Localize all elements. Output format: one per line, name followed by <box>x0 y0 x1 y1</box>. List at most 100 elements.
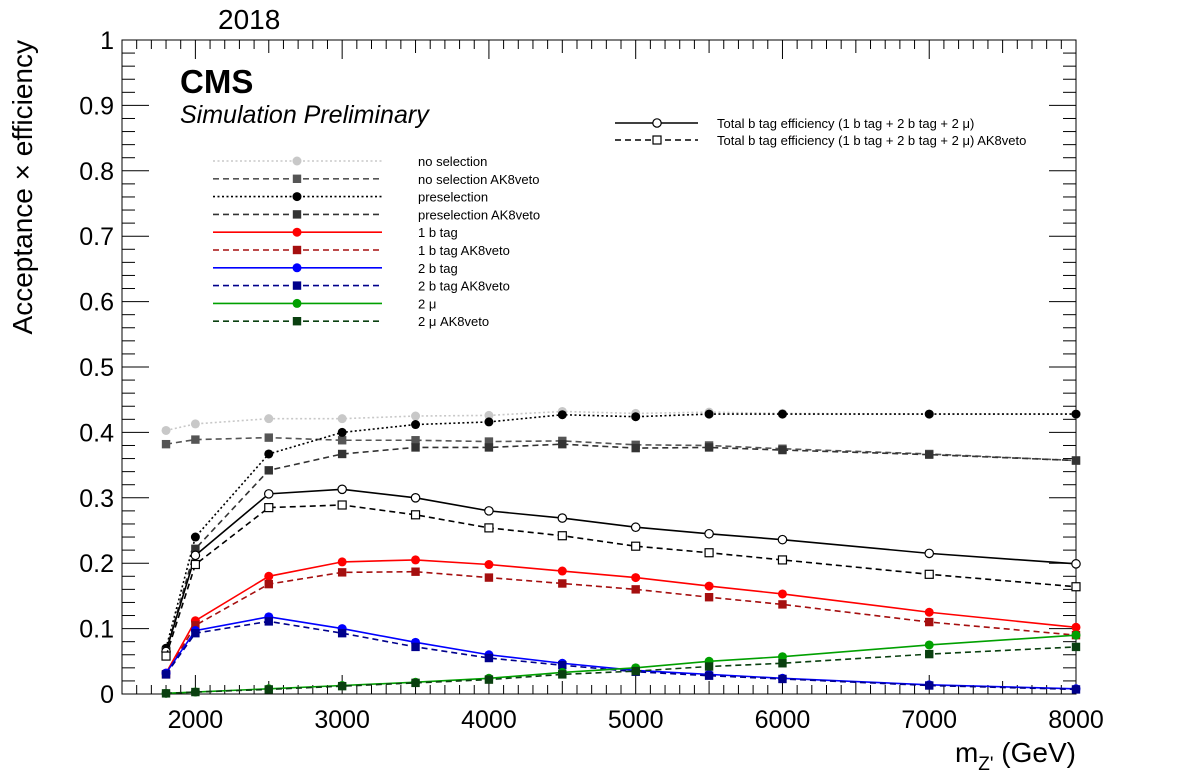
legend-marker <box>292 281 302 290</box>
data-point <box>264 449 274 459</box>
legend-label: no selection AK8veto <box>418 172 539 187</box>
data-point <box>777 652 787 662</box>
y-tick-label: 0.7 <box>79 223 114 251</box>
cms-label: CMS <box>180 63 253 100</box>
series-line <box>165 436 1077 462</box>
series-line <box>165 570 1077 675</box>
data-point <box>484 443 494 452</box>
series-10 <box>161 484 1081 657</box>
series-2 <box>161 409 1081 653</box>
series-line <box>165 410 1076 432</box>
data-point <box>704 662 714 671</box>
data-point <box>704 593 714 602</box>
data-point <box>631 573 641 583</box>
data-point <box>704 528 714 539</box>
data-point <box>631 585 640 594</box>
data-point <box>925 617 934 627</box>
data-point <box>777 534 788 545</box>
legend-marker <box>292 174 302 183</box>
data-point <box>631 541 641 551</box>
x-axis-title: mZ' (GeV) <box>955 737 1076 772</box>
x-tick-label: 8000 <box>1048 706 1104 734</box>
data-point <box>264 617 273 626</box>
data-point <box>1071 559 1081 569</box>
legend-marker <box>292 245 302 255</box>
legend-label: Total b tag efficiency (1 b tag + 2 b ta… <box>717 116 974 131</box>
data-point <box>264 503 274 513</box>
data-point <box>411 555 421 565</box>
data-point <box>704 443 714 452</box>
data-point <box>264 579 273 589</box>
legend-marker <box>292 298 302 308</box>
series-line <box>165 616 1077 690</box>
data-point <box>337 568 347 577</box>
data-point <box>484 675 494 684</box>
data-point <box>411 642 420 652</box>
data-point <box>337 628 347 638</box>
data-point <box>411 420 421 430</box>
data-point <box>924 569 934 579</box>
series-7 <box>161 617 1081 694</box>
data-point <box>925 681 934 690</box>
data-point <box>484 410 494 420</box>
data-point <box>558 439 567 449</box>
data-point <box>264 433 273 442</box>
series-line <box>165 559 1077 674</box>
series-line <box>165 646 1077 695</box>
data-point <box>630 522 641 533</box>
data-point <box>704 409 714 419</box>
data-point <box>558 661 567 670</box>
data-point <box>777 409 787 419</box>
data-point <box>190 559 200 570</box>
legend-label: 1 b tag <box>418 225 458 240</box>
legend-label: 2 b tag AK8veto <box>418 279 510 294</box>
data-point <box>337 500 347 510</box>
y-tick-label: 0 <box>100 681 114 709</box>
data-point <box>337 557 347 567</box>
year-label: 2018 <box>218 4 280 35</box>
legend-label: no selection <box>418 154 487 169</box>
data-point <box>190 532 200 542</box>
series-11 <box>161 500 1081 661</box>
data-point <box>778 659 787 668</box>
series-line <box>165 620 1077 691</box>
data-point <box>557 513 568 523</box>
data-point <box>337 436 347 445</box>
data-point <box>631 412 641 422</box>
legend-marker <box>292 227 302 237</box>
y-tick-label: 0.1 <box>79 616 114 644</box>
x-axis-title-main: m <box>955 737 978 768</box>
legend-label: 2 b tag <box>418 261 458 276</box>
data-point <box>191 628 200 638</box>
y-tick-label: 0.6 <box>79 289 114 317</box>
data-point <box>558 579 567 588</box>
x-tick-label: 4000 <box>461 706 517 734</box>
data-point <box>337 427 347 437</box>
data-point <box>161 689 171 698</box>
data-point <box>161 651 171 661</box>
x-tick-label: 3000 <box>314 706 370 734</box>
data-point <box>337 414 347 424</box>
data-point <box>190 419 200 429</box>
data-point <box>411 411 421 421</box>
data-point <box>924 548 935 559</box>
y-tick-label: 1 <box>100 27 114 55</box>
data-point <box>263 489 274 499</box>
data-point <box>191 544 200 554</box>
y-tick-label: 0.2 <box>79 550 114 578</box>
data-point <box>704 581 714 591</box>
legend-marker <box>292 192 302 202</box>
legend-marker <box>652 135 662 145</box>
data-point <box>264 414 274 424</box>
data-point <box>1071 456 1081 465</box>
plot-area <box>161 406 1081 698</box>
series-line <box>165 413 1076 649</box>
data-point <box>704 548 714 558</box>
y-tick-label: 0.3 <box>79 485 114 513</box>
data-point <box>411 567 420 576</box>
legend-marker <box>292 156 302 166</box>
data-point <box>925 450 934 459</box>
data-point <box>484 653 494 663</box>
series-4 <box>161 555 1081 678</box>
